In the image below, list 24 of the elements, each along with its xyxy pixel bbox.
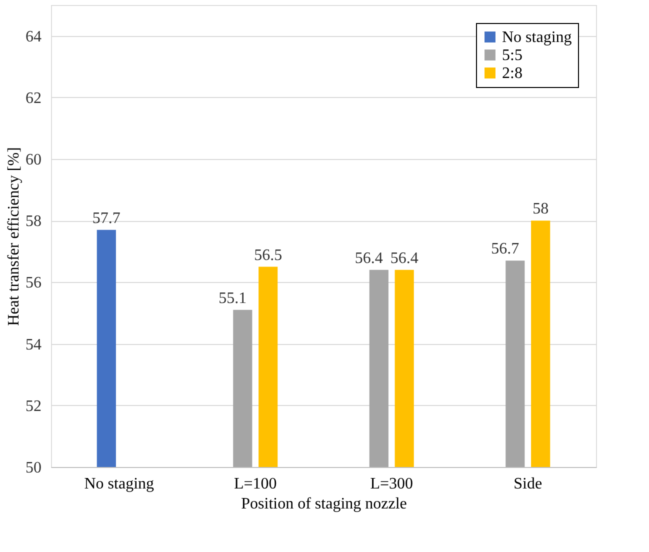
y-tick-label: 54: [26, 336, 42, 354]
y-tick-label: 56: [26, 274, 42, 292]
y-tick-label: 62: [26, 90, 42, 107]
data-label: 56.7: [491, 240, 520, 258]
y-tick-label: 60: [26, 152, 42, 168]
legend-label: No staging: [502, 29, 572, 46]
data-label: 55.1: [218, 290, 247, 307]
y-axis-title: Heat transfer efficiency [%]: [6, 147, 22, 326]
x-axis-title: Position of staging nozzle: [241, 496, 407, 512]
legend-label: 2:8: [502, 65, 522, 82]
data-label: 57.7: [92, 210, 120, 227]
x-tick-label: L=300: [370, 476, 414, 492]
legend-label: 5:5: [502, 47, 522, 64]
x-tick-label: Side: [514, 476, 542, 492]
y-tick-label: 64: [26, 28, 42, 46]
x-tick-label: No staging: [84, 476, 154, 492]
y-tick-label: 50: [26, 460, 42, 476]
data-label: 58: [532, 200, 549, 218]
data-label: 56.4: [390, 250, 418, 267]
y-tick-label: 52: [26, 398, 42, 415]
x-tick-label: L=100: [234, 476, 277, 492]
data-label: 56.5: [254, 246, 282, 264]
y-tick-label: 58: [26, 213, 42, 230]
data-label: 56.4: [354, 250, 383, 267]
